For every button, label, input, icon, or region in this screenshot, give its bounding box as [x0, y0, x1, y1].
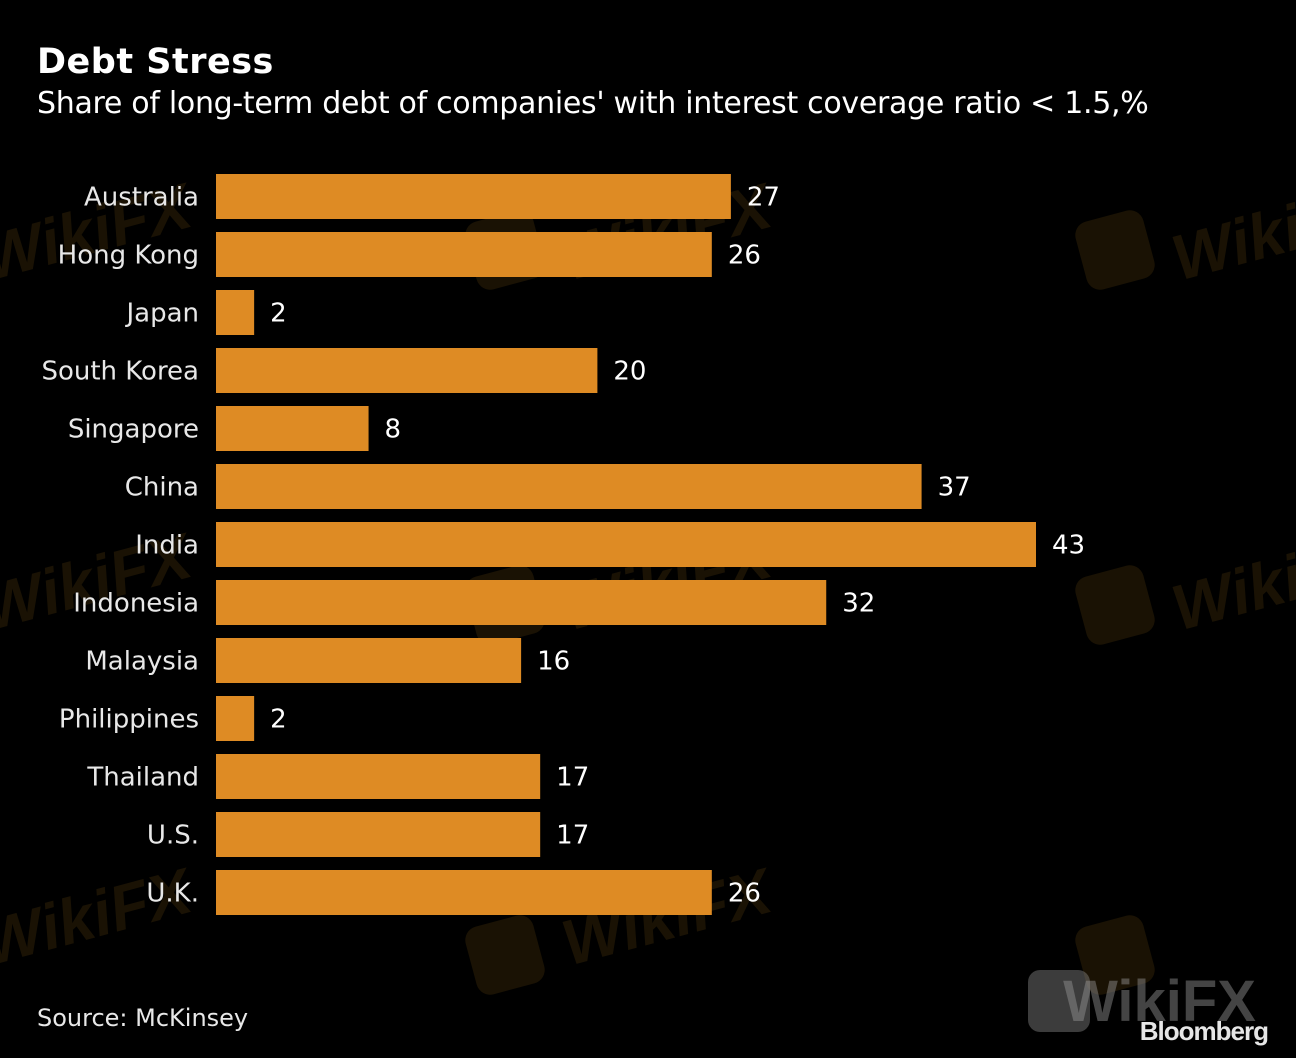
source-note: Source: McKinsey [37, 1004, 249, 1032]
value-label: 27 [747, 183, 780, 213]
value-label: 2 [270, 299, 287, 329]
category-label: Philippines [59, 705, 199, 735]
bar-japan [216, 290, 255, 335]
bar-malaysia [216, 638, 522, 683]
bar-u-s [216, 812, 541, 857]
bar-australia [216, 174, 731, 219]
category-label: Hong Kong [58, 241, 199, 271]
category-label: China [125, 473, 199, 503]
bar-singapore [216, 406, 369, 451]
bar-indonesia [216, 580, 827, 625]
chart-title: Debt Stress [37, 42, 274, 82]
bar-u-k [216, 870, 712, 915]
bar-india [216, 522, 1036, 567]
value-label: 43 [1052, 531, 1085, 561]
value-label: 26 [728, 241, 761, 271]
value-label: 2 [270, 705, 287, 735]
value-label: 17 [556, 763, 589, 793]
category-label: Indonesia [73, 589, 199, 619]
value-label: 8 [385, 415, 402, 445]
value-label: 32 [842, 589, 875, 619]
value-label: 26 [728, 879, 761, 909]
category-label: Australia [84, 183, 199, 213]
bar-south-korea [216, 348, 598, 393]
value-label: 37 [938, 473, 971, 503]
bar-hong-kong [216, 232, 712, 277]
category-label: Malaysia [85, 647, 199, 677]
category-label: U.S. [147, 821, 199, 851]
value-label: 20 [613, 357, 646, 387]
category-label: Singapore [68, 415, 199, 445]
category-label: Thailand [86, 763, 199, 793]
category-label: Japan [124, 299, 199, 329]
bar-philippines [216, 696, 255, 741]
value-label: 16 [537, 647, 570, 677]
chart-subtitle: Share of long-term debt of companies' wi… [37, 86, 1149, 121]
bar-thailand [216, 754, 541, 799]
bloomberg-logo: Bloomberg [1139, 1016, 1269, 1046]
category-label: U.K. [146, 879, 199, 909]
category-label: India [135, 531, 199, 561]
category-label: South Korea [41, 357, 199, 387]
bar-china [216, 464, 922, 509]
value-label: 17 [556, 821, 589, 851]
